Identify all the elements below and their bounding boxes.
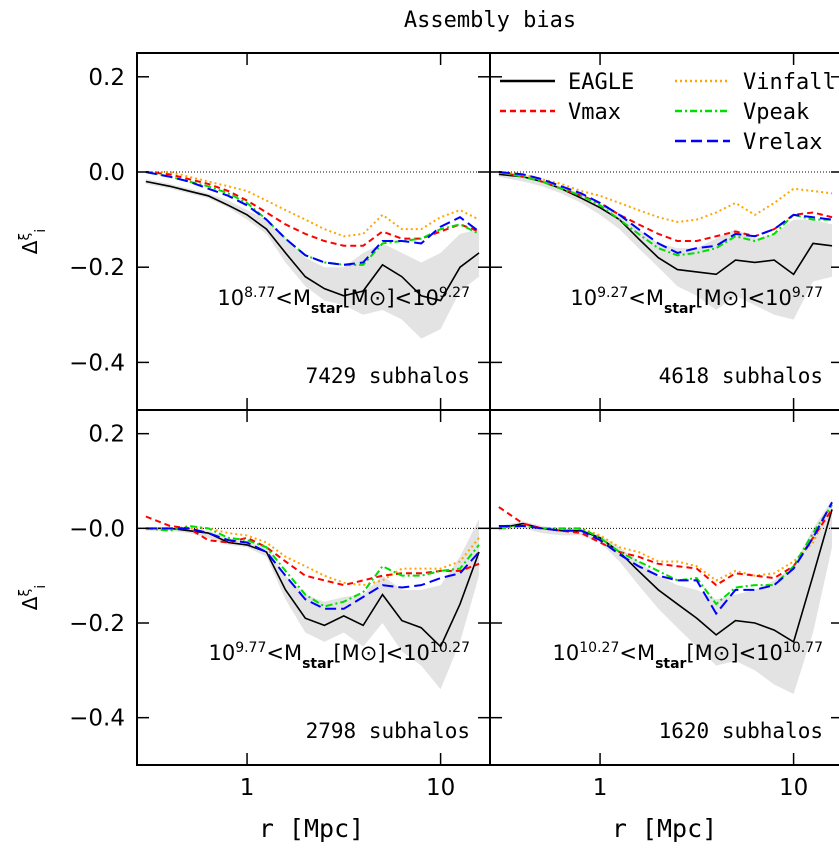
- mass-range-part: 10.77: [783, 640, 823, 656]
- y-tick-label: −0.0: [69, 516, 125, 542]
- mass-range-part: [M: [342, 286, 368, 310]
- panel-frame: [489, 409, 839, 766]
- mass-range-part: 8.77: [244, 285, 275, 301]
- mass-range-part: 10: [570, 286, 597, 310]
- legend-label: Vpeak: [743, 100, 809, 125]
- mass-range-part: 10.27: [430, 640, 470, 656]
- mass-range-part: <M: [275, 286, 311, 310]
- mass-range-part: 10: [553, 641, 580, 665]
- series-line: [498, 501, 833, 616]
- series-line: [145, 180, 480, 302]
- panel-frame: [136, 52, 491, 411]
- mass-range-part: ⊙: [713, 641, 731, 665]
- mass-range-part: 9.27: [439, 285, 470, 301]
- series-line: [145, 171, 480, 266]
- y-tick-label: −0.4: [69, 706, 125, 732]
- x-tick-label: 1: [240, 775, 255, 801]
- mass-range-part: 10.27: [579, 640, 619, 656]
- series-line: [145, 527, 480, 649]
- legend-label: EAGLE: [568, 70, 634, 95]
- x-tick-label: 10: [779, 775, 808, 801]
- mass-range-part: ]<10: [377, 641, 430, 665]
- mass-range-part: [M: [695, 286, 721, 310]
- mass-range-part: [M: [333, 641, 359, 665]
- mass-range-part: ⊙: [722, 286, 740, 310]
- plot-area: [490, 499, 839, 694]
- y-axis-label-part: Δ: [18, 596, 42, 610]
- subhalo-count: 7429 subhalos: [306, 364, 470, 388]
- mass-range-part: star: [311, 301, 342, 317]
- y-axis-label-part: ξ: [17, 233, 33, 241]
- x-tick-label: 1: [593, 775, 608, 801]
- y-tick-label: −0.2: [69, 255, 125, 281]
- mass-range-part: <M: [628, 286, 664, 310]
- shaded-band: [498, 499, 833, 694]
- y-tick-label: 0.2: [88, 65, 125, 91]
- y-axis-label: Δξi: [17, 229, 49, 254]
- mass-range-part: [M: [686, 641, 712, 665]
- legend-label: Vinfall: [743, 70, 836, 95]
- series-line: [145, 515, 480, 587]
- plot-area: [137, 171, 490, 339]
- y-tick-label: −0.2: [69, 611, 125, 637]
- series-line: [145, 524, 480, 608]
- mass-range-label: 109.77<Mstar[M⊙]<1010.27: [208, 640, 470, 672]
- x-tick-label: 10: [426, 775, 455, 801]
- series-line: [145, 527, 480, 610]
- plot-area: [137, 515, 490, 690]
- mass-range-part: ⊙: [369, 286, 387, 310]
- y-axis-label-part: Δ: [18, 240, 42, 254]
- series-line: [498, 171, 833, 257]
- series-line: [498, 171, 833, 254]
- mass-range-part: ]<10: [730, 641, 783, 665]
- mass-range-part: ]<10: [386, 286, 439, 310]
- series-line: [145, 171, 480, 266]
- mass-range-part: 9.77: [792, 285, 823, 301]
- mass-range-part: ]<10: [739, 286, 792, 310]
- mass-range-part: star: [655, 656, 686, 672]
- mass-range-part: 9.77: [235, 640, 266, 656]
- mass-range-part: star: [302, 656, 333, 672]
- y-axis-label-part: i: [33, 229, 49, 233]
- series-line: [498, 171, 833, 223]
- y-axis-label-part: ξ: [17, 589, 33, 597]
- mass-range-part: ⊙: [360, 641, 378, 665]
- figure-title: Assembly bias: [404, 8, 576, 33]
- series-line: [145, 171, 480, 238]
- y-tick-label: 0.2: [88, 422, 125, 448]
- mass-range-part: star: [664, 301, 695, 317]
- x-axis-label: r [Mpc]: [612, 814, 717, 843]
- mass-range-part: 10: [217, 286, 244, 310]
- subhalo-count: 2798 subhalos: [306, 719, 470, 743]
- mass-range-label: 109.27<Mstar[M⊙]<109.77: [570, 285, 823, 317]
- subhalo-count: 4618 subhalos: [659, 364, 823, 388]
- shaded-band: [498, 172, 833, 320]
- series-line: [498, 506, 833, 587]
- series-line: [498, 504, 833, 606]
- legend-label: Vrelax: [743, 130, 822, 155]
- y-tick-label: 0.0: [88, 160, 125, 186]
- y-axis-label-part: i: [33, 585, 49, 589]
- subhalo-count: 1620 subhalos: [659, 719, 823, 743]
- y-axis-label: Δξi: [17, 585, 49, 610]
- mass-range-part: 9.27: [597, 285, 628, 301]
- series-line: [498, 504, 833, 582]
- legend-label: Vmax: [568, 100, 621, 125]
- mass-range-label: 108.77<Mstar[M⊙]<109.27: [217, 285, 470, 317]
- shaded-band: [145, 518, 480, 690]
- mass-range-part: <M: [266, 641, 302, 665]
- y-tick-label: −0.4: [69, 350, 125, 376]
- plot-area: [490, 171, 839, 320]
- mass-range-part: <M: [619, 641, 655, 665]
- x-axis-label: r [Mpc]: [259, 814, 364, 843]
- mass-range-part: 10: [208, 641, 235, 665]
- shaded-band: [145, 179, 480, 339]
- mass-range-label: 1010.27<Mstar[M⊙]<1010.77: [553, 640, 823, 672]
